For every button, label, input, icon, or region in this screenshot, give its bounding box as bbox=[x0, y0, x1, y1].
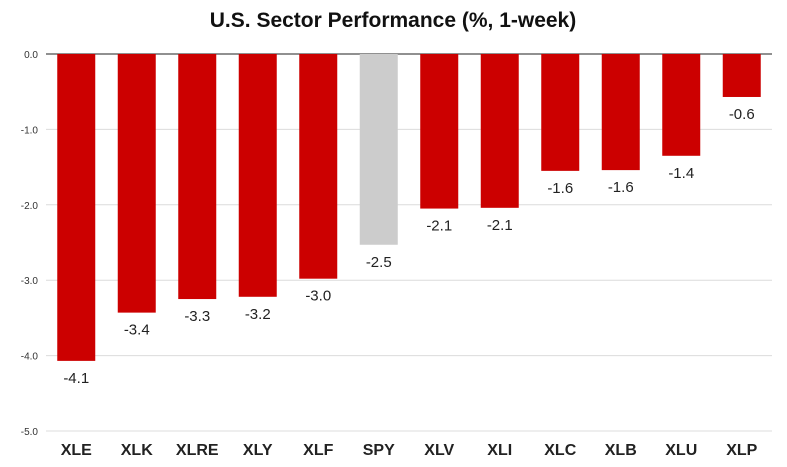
bar-xlf bbox=[299, 54, 338, 279]
data-label-xly: -3.2 bbox=[245, 306, 271, 323]
x-tick-label-xlv: XLV bbox=[424, 442, 454, 459]
y-tick-label: -4.0 bbox=[21, 352, 39, 363]
data-label-xlf: -3.0 bbox=[305, 288, 331, 305]
data-label-spy: -2.5 bbox=[366, 254, 392, 271]
bar-spy bbox=[359, 54, 398, 245]
bar-xlc bbox=[541, 54, 580, 171]
data-label-xle: -4.1 bbox=[63, 370, 89, 387]
chart-title: U.S. Sector Performance (%, 1-week) bbox=[210, 9, 576, 32]
x-tick-label-xlk: XLK bbox=[121, 442, 153, 459]
bar-xle bbox=[57, 54, 96, 361]
data-label-xlb: -1.6 bbox=[608, 179, 634, 196]
x-axis-ticks: XLE XLK XLRE XLY XLF SPY XLV XLI XLC XLB XLU XLP bbox=[61, 442, 758, 459]
bar-xlu bbox=[662, 54, 701, 156]
x-tick-label-xlf: XLF bbox=[303, 442, 333, 459]
bar-xlre bbox=[178, 54, 217, 300]
data-label-xlv: -2.1 bbox=[426, 218, 452, 235]
data-label-xlre: -3.3 bbox=[184, 308, 210, 325]
x-tick-label-xlp: XLP bbox=[726, 442, 757, 459]
bar-xlp bbox=[722, 54, 761, 97]
y-tick-label: -2.0 bbox=[21, 201, 39, 212]
y-tick-label: -5.0 bbox=[21, 427, 39, 438]
y-tick-label: -1.0 bbox=[21, 125, 39, 136]
x-tick-label-xli: XLI bbox=[487, 442, 512, 459]
y-axis-ticks: 0.0 -1.0 -2.0 -3.0 -4.0 -5.0 bbox=[21, 50, 39, 438]
bar-xli bbox=[480, 54, 519, 208]
x-tick-label-xlu: XLU bbox=[665, 442, 697, 459]
data-label-xlp: -0.6 bbox=[729, 106, 755, 123]
bar-xlv bbox=[420, 54, 459, 209]
bar-xly bbox=[238, 54, 277, 297]
x-tick-label-xlb: XLB bbox=[605, 442, 637, 459]
x-tick-label-xlre: XLRE bbox=[176, 442, 219, 459]
y-tick-label: -3.0 bbox=[21, 276, 39, 287]
data-label-xlu: -1.4 bbox=[668, 165, 694, 182]
y-tick-label: 0.0 bbox=[24, 50, 38, 61]
data-label-xlc: -1.6 bbox=[547, 180, 573, 197]
data-label-xlk: -3.4 bbox=[124, 322, 150, 339]
gridlines bbox=[46, 53, 772, 432]
data-label-xli: -2.1 bbox=[487, 217, 513, 234]
data-labels: -4.1 -3.4 -3.3 -3.2 -3.0 -2.5 -2.1 -2.1 -1.6 -1.6… bbox=[63, 106, 754, 387]
bar-xlk bbox=[117, 54, 156, 313]
bars bbox=[57, 54, 761, 361]
x-tick-label-spy: SPY bbox=[363, 442, 395, 459]
x-tick-label-xly: XLY bbox=[243, 442, 273, 459]
x-tick-label-xlc: XLC bbox=[544, 442, 576, 459]
bar-xlb bbox=[601, 54, 640, 171]
x-tick-label-xle: XLE bbox=[61, 442, 92, 459]
